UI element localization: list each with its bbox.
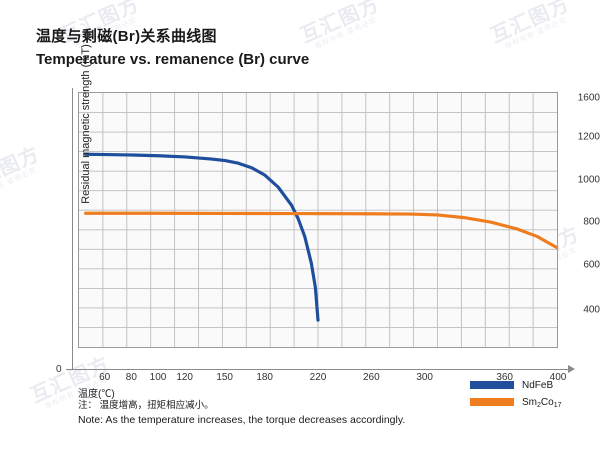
x-axis-tick-360: 360	[496, 372, 513, 383]
watermark-sub-text: 版权所有 盗用必究	[0, 166, 39, 201]
chart-legend: NdFeB Sm2Co17	[470, 378, 562, 412]
watermark-sub-text: 版权所有 盗用必究	[314, 16, 379, 51]
x-axis-tick-400: 400	[549, 372, 567, 383]
y-axis-tick-800: 800	[583, 216, 600, 228]
x-axis-arrow-icon	[568, 365, 575, 373]
watermark-main-text: 互汇图方	[297, 0, 384, 48]
legend-item-ndfeb[interactable]: NdFeB	[470, 378, 562, 392]
chart-title-en: Temperature vs. remanence (Br) curve	[36, 50, 310, 68]
watermark-main-text: 互汇图方	[487, 0, 574, 48]
x-axis-tick-120: 120	[176, 372, 193, 383]
watermark: 互汇图方 版权所有 盗用必究	[297, 0, 386, 54]
x-axis-tick-180: 180	[256, 372, 273, 383]
x-axis-tick-220: 220	[309, 372, 327, 383]
plot-curves	[84, 152, 557, 322]
x-axis-title: 温度(℃)	[78, 389, 115, 400]
y-axis-tick-400: 400	[583, 304, 600, 316]
legend-item-sm2co17[interactable]: Sm2Co17	[470, 395, 562, 409]
plot-gridlines	[79, 93, 557, 347]
legend-label-ndfeb: NdFeB	[522, 379, 554, 391]
y-axis-line	[72, 88, 73, 370]
y-axis-tick-zero: 0	[56, 364, 62, 375]
x-axis-line	[66, 369, 570, 370]
chart-title-block: 温度与剩磁(Br)关系曲线图 Temperature vs. remanence…	[36, 26, 309, 70]
note-text-cn: 注： 温度增高，扭矩相应减小。	[78, 400, 214, 411]
legend-swatch-sm2co17	[470, 398, 514, 406]
watermark: 互汇图方 版权所有 盗用必究	[487, 0, 576, 54]
x-axis-tick-100: 100	[149, 372, 167, 383]
plot-area	[78, 92, 558, 348]
x-axis-tick-60: 60	[99, 372, 111, 383]
x-axis-tick-260: 260	[362, 372, 380, 383]
watermark: 互汇图方 版权所有 盗用必究	[0, 143, 46, 204]
watermark-main-text: 互汇图方	[0, 143, 44, 198]
note-text-en: Note: As the temperature increases, the …	[78, 414, 406, 427]
y-axis-tick-1200: 1200	[577, 131, 600, 143]
x-axis-tick-80: 80	[125, 372, 137, 383]
x-axis-tick-150: 150	[216, 372, 233, 383]
y-axis-tick-1000: 1000	[577, 174, 600, 186]
y-axis-tick-600: 600	[583, 259, 600, 271]
watermark-sub-text: 版权所有 盗用必究	[504, 16, 569, 51]
y-axis-tick-1600: 1600	[577, 92, 600, 104]
legend-swatch-ndfeb	[470, 381, 514, 389]
note-block: 注： 温度增高，扭矩相应减小。 Note: As the temperature…	[78, 398, 405, 429]
legend-label-sm2co17: Sm2Co17	[522, 396, 562, 409]
x-axis-tick-300: 300	[416, 372, 433, 383]
chart-title-cn: 温度与剩磁(Br)关系曲线图	[36, 28, 217, 45]
